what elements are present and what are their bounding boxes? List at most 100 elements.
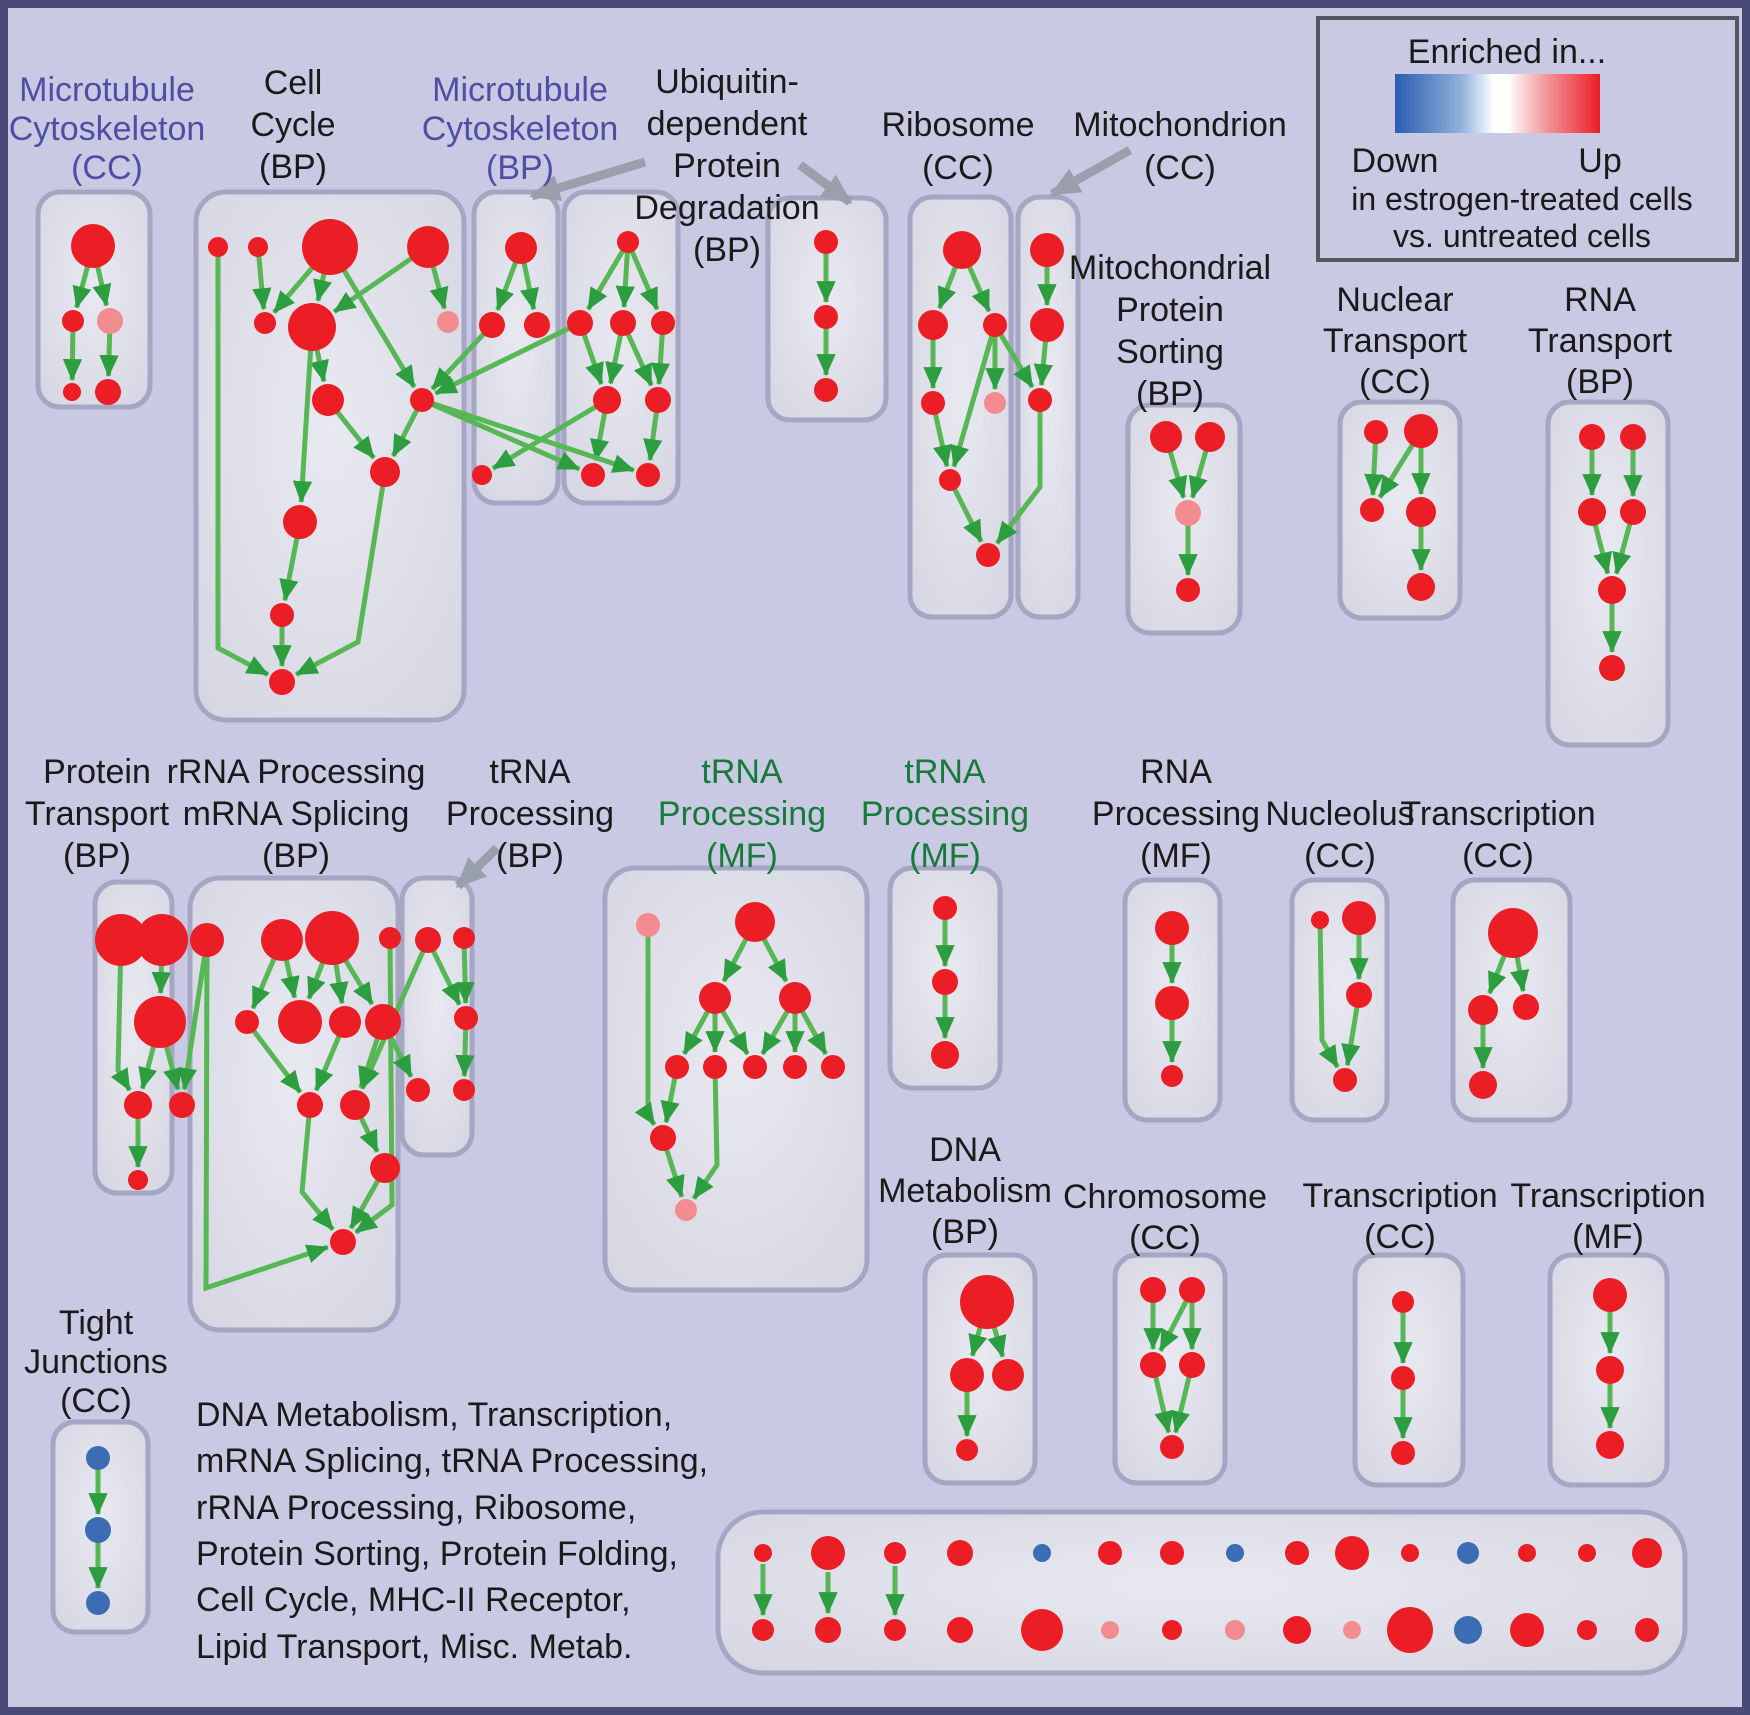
node-trna-processing-mf-1-4 xyxy=(665,1055,689,1079)
cross-edge xyxy=(420,397,581,472)
node-microtubule-cc-0 xyxy=(71,224,115,268)
misc-node-top-11 xyxy=(1457,1542,1479,1564)
node-protein-transport-4 xyxy=(169,1092,195,1118)
node-nucleolus-cc-2 xyxy=(1346,982,1372,1008)
node-nuclear-transport-2 xyxy=(1360,498,1384,522)
node-trna-processing-bp-1 xyxy=(453,927,475,949)
node-transcription-cc-bottom-2 xyxy=(1391,1441,1415,1465)
cluster-label-transcription-cc-bottom: Transcription (CC) xyxy=(1302,1177,1497,1256)
cross-edge xyxy=(177,939,210,1091)
misc-node-top-13 xyxy=(1578,1544,1596,1562)
node-mito-protein-sorting-3 xyxy=(1176,578,1200,602)
node-rrna-mrna-4 xyxy=(235,1010,259,1034)
node-rna-processing-mf-2 xyxy=(1161,1065,1183,1087)
legend-up-label: Up xyxy=(1578,142,1621,180)
annotation-arrow-2 xyxy=(1049,146,1133,198)
node-cell-cycle-4 xyxy=(254,312,276,334)
node-nucleolus-cc-1 xyxy=(1342,901,1376,935)
legend-down-label: Down xyxy=(1352,142,1439,180)
node-trna-processing-mf-1-8 xyxy=(821,1055,845,1079)
cluster-label-ubiquitin-degradation: Ubiquitin-dependent Protein Degradation (BP… xyxy=(634,63,819,269)
misc-node-top-12 xyxy=(1518,1544,1536,1562)
node-protein-transport-2 xyxy=(134,996,186,1048)
node-dna-metabolism-0 xyxy=(960,1275,1014,1329)
misc-node-bottom-4 xyxy=(1021,1609,1063,1651)
node-cell-cycle-3 xyxy=(407,226,449,268)
edge-rrna-mrna xyxy=(245,1020,303,1094)
edge-rrna-mrna xyxy=(299,1104,335,1232)
cluster-label-mito-protein-sorting: Mitochondrial Protein Sorting (BP) xyxy=(1069,249,1271,413)
edge-ubiquitin-degradation xyxy=(586,240,631,311)
node-microtubule-bp-0 xyxy=(505,232,537,264)
node-cell-cycle-0 xyxy=(208,237,228,257)
node-ribosome-cc-4 xyxy=(984,392,1006,414)
legend-caption-line2: vs. untreated cells xyxy=(1393,218,1651,254)
misc-node-bottom-14 xyxy=(1635,1618,1659,1642)
node-ribosome-cc-5 xyxy=(939,469,961,491)
node-trna-processing-mf-1-3 xyxy=(779,982,811,1014)
cluster-label-transcription-cc-mid: Transcription (CC) xyxy=(1400,795,1595,875)
node-rrna-mrna-0 xyxy=(190,923,224,957)
node-chromosome-cc-4 xyxy=(1160,1435,1184,1459)
misc-node-bottom-2 xyxy=(884,1619,906,1641)
node-ribosome-cc-3 xyxy=(921,391,945,415)
node-nucleolus-cc-0 xyxy=(1311,911,1329,929)
cluster-label-trna-processing-mf-2: tRNA Processing (MF) xyxy=(861,753,1029,875)
node-trna-processing-mf-1-2 xyxy=(699,982,731,1014)
node-cell-cycle-5 xyxy=(288,303,336,351)
cluster-label-cell-cycle: Cell Cycle (BP) xyxy=(250,64,335,186)
node-nuclear-transport-1 xyxy=(1404,414,1438,448)
misc-node-bottom-12 xyxy=(1510,1613,1544,1647)
footnote-line-2: mRNA Splicing, tRNA Processing, xyxy=(196,1442,708,1480)
misc-node-top-6 xyxy=(1160,1541,1184,1565)
node-protein-transport-5 xyxy=(128,1170,148,1190)
node-mito-protein-sorting-0 xyxy=(1150,421,1182,453)
node-microtubule-cc-2 xyxy=(97,308,123,334)
legend-box xyxy=(1316,16,1739,262)
edge-ribosome-cc xyxy=(947,478,984,543)
misc-node-top-5 xyxy=(1098,1541,1122,1565)
node-cell-cycle-1 xyxy=(248,237,268,257)
misc-node-top-10 xyxy=(1401,1544,1419,1562)
node-ubiquitin-degradation-2-1 xyxy=(814,305,838,329)
node-chromosome-cc-2 xyxy=(1140,1352,1166,1378)
cross-edge xyxy=(992,323,1035,389)
misc-node-top-9 xyxy=(1335,1536,1369,1570)
node-rna-transport-0 xyxy=(1579,424,1605,450)
cluster-box-chromosome-cc xyxy=(1112,1252,1228,1486)
node-transcription-cc-bottom-1 xyxy=(1391,1366,1415,1390)
node-cell-cycle-2 xyxy=(302,219,358,275)
node-tight-junctions-0 xyxy=(86,1446,110,1470)
node-trna-processing-mf-2-1 xyxy=(932,969,958,995)
node-rrna-mrna-2 xyxy=(305,911,359,965)
node-ribosome-cc-1 xyxy=(918,310,948,340)
node-nuclear-transport-0 xyxy=(1364,420,1388,444)
edge-ribosome-cc xyxy=(950,324,998,468)
misc-node-bottom-5 xyxy=(1101,1621,1119,1639)
node-rna-transport-5 xyxy=(1599,655,1625,681)
node-rrna-mrna-3 xyxy=(379,927,401,949)
node-cell-cycle-11 xyxy=(270,603,294,627)
legend-title: Enriched in... xyxy=(1408,33,1606,71)
cross-edge xyxy=(421,397,635,473)
edge-nucleolus-cc xyxy=(1317,919,1340,1069)
legend-gradient-bar xyxy=(1395,74,1600,133)
cluster-label-rna-processing-mf: RNA Processing (MF) xyxy=(1092,753,1260,875)
cluster-box-rna-transport xyxy=(1545,399,1671,748)
cluster-label-rrna-mrna: rRNA Processing mRNA Splicing (BP) xyxy=(167,753,426,875)
node-trna-processing-mf-1-9 xyxy=(650,1125,676,1151)
node-chromosome-cc-3 xyxy=(1179,1352,1205,1378)
node-nuclear-transport-4 xyxy=(1407,573,1435,601)
edge-cell-cycle xyxy=(292,326,315,504)
node-microtubule-cc-1 xyxy=(62,310,84,332)
annotation-arrow-3 xyxy=(454,844,501,890)
node-dna-metabolism-2 xyxy=(992,1359,1024,1391)
node-tight-junctions-1 xyxy=(85,1517,111,1543)
edge-cell-cycle xyxy=(215,247,270,677)
misc-node-bottom-9 xyxy=(1343,1621,1361,1639)
misc-node-bottom-13 xyxy=(1577,1620,1597,1640)
legend-caption-line1: in estrogen-treated cells xyxy=(1351,181,1693,217)
cluster-label-transcription-mf: Transcription (MF) xyxy=(1510,1177,1705,1256)
